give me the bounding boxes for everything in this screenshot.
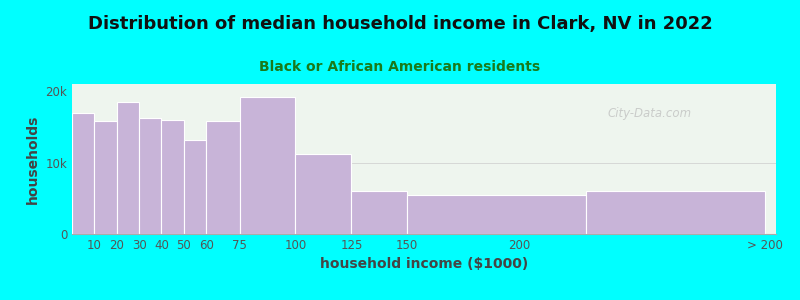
Bar <box>184 140 206 234</box>
Bar <box>139 118 162 234</box>
Bar <box>117 102 139 234</box>
Y-axis label: households: households <box>26 114 40 204</box>
Bar <box>351 191 407 234</box>
Bar <box>94 121 117 234</box>
Bar <box>72 112 94 234</box>
Bar <box>407 195 586 234</box>
X-axis label: household income ($1000): household income ($1000) <box>320 257 528 272</box>
Bar <box>586 191 765 234</box>
Bar <box>240 97 295 234</box>
Text: City-Data.com: City-Data.com <box>607 107 691 121</box>
Bar <box>295 154 351 234</box>
Bar <box>162 120 184 234</box>
Text: Distribution of median household income in Clark, NV in 2022: Distribution of median household income … <box>88 15 712 33</box>
Text: Black or African American residents: Black or African American residents <box>259 60 541 74</box>
Bar <box>206 121 240 234</box>
